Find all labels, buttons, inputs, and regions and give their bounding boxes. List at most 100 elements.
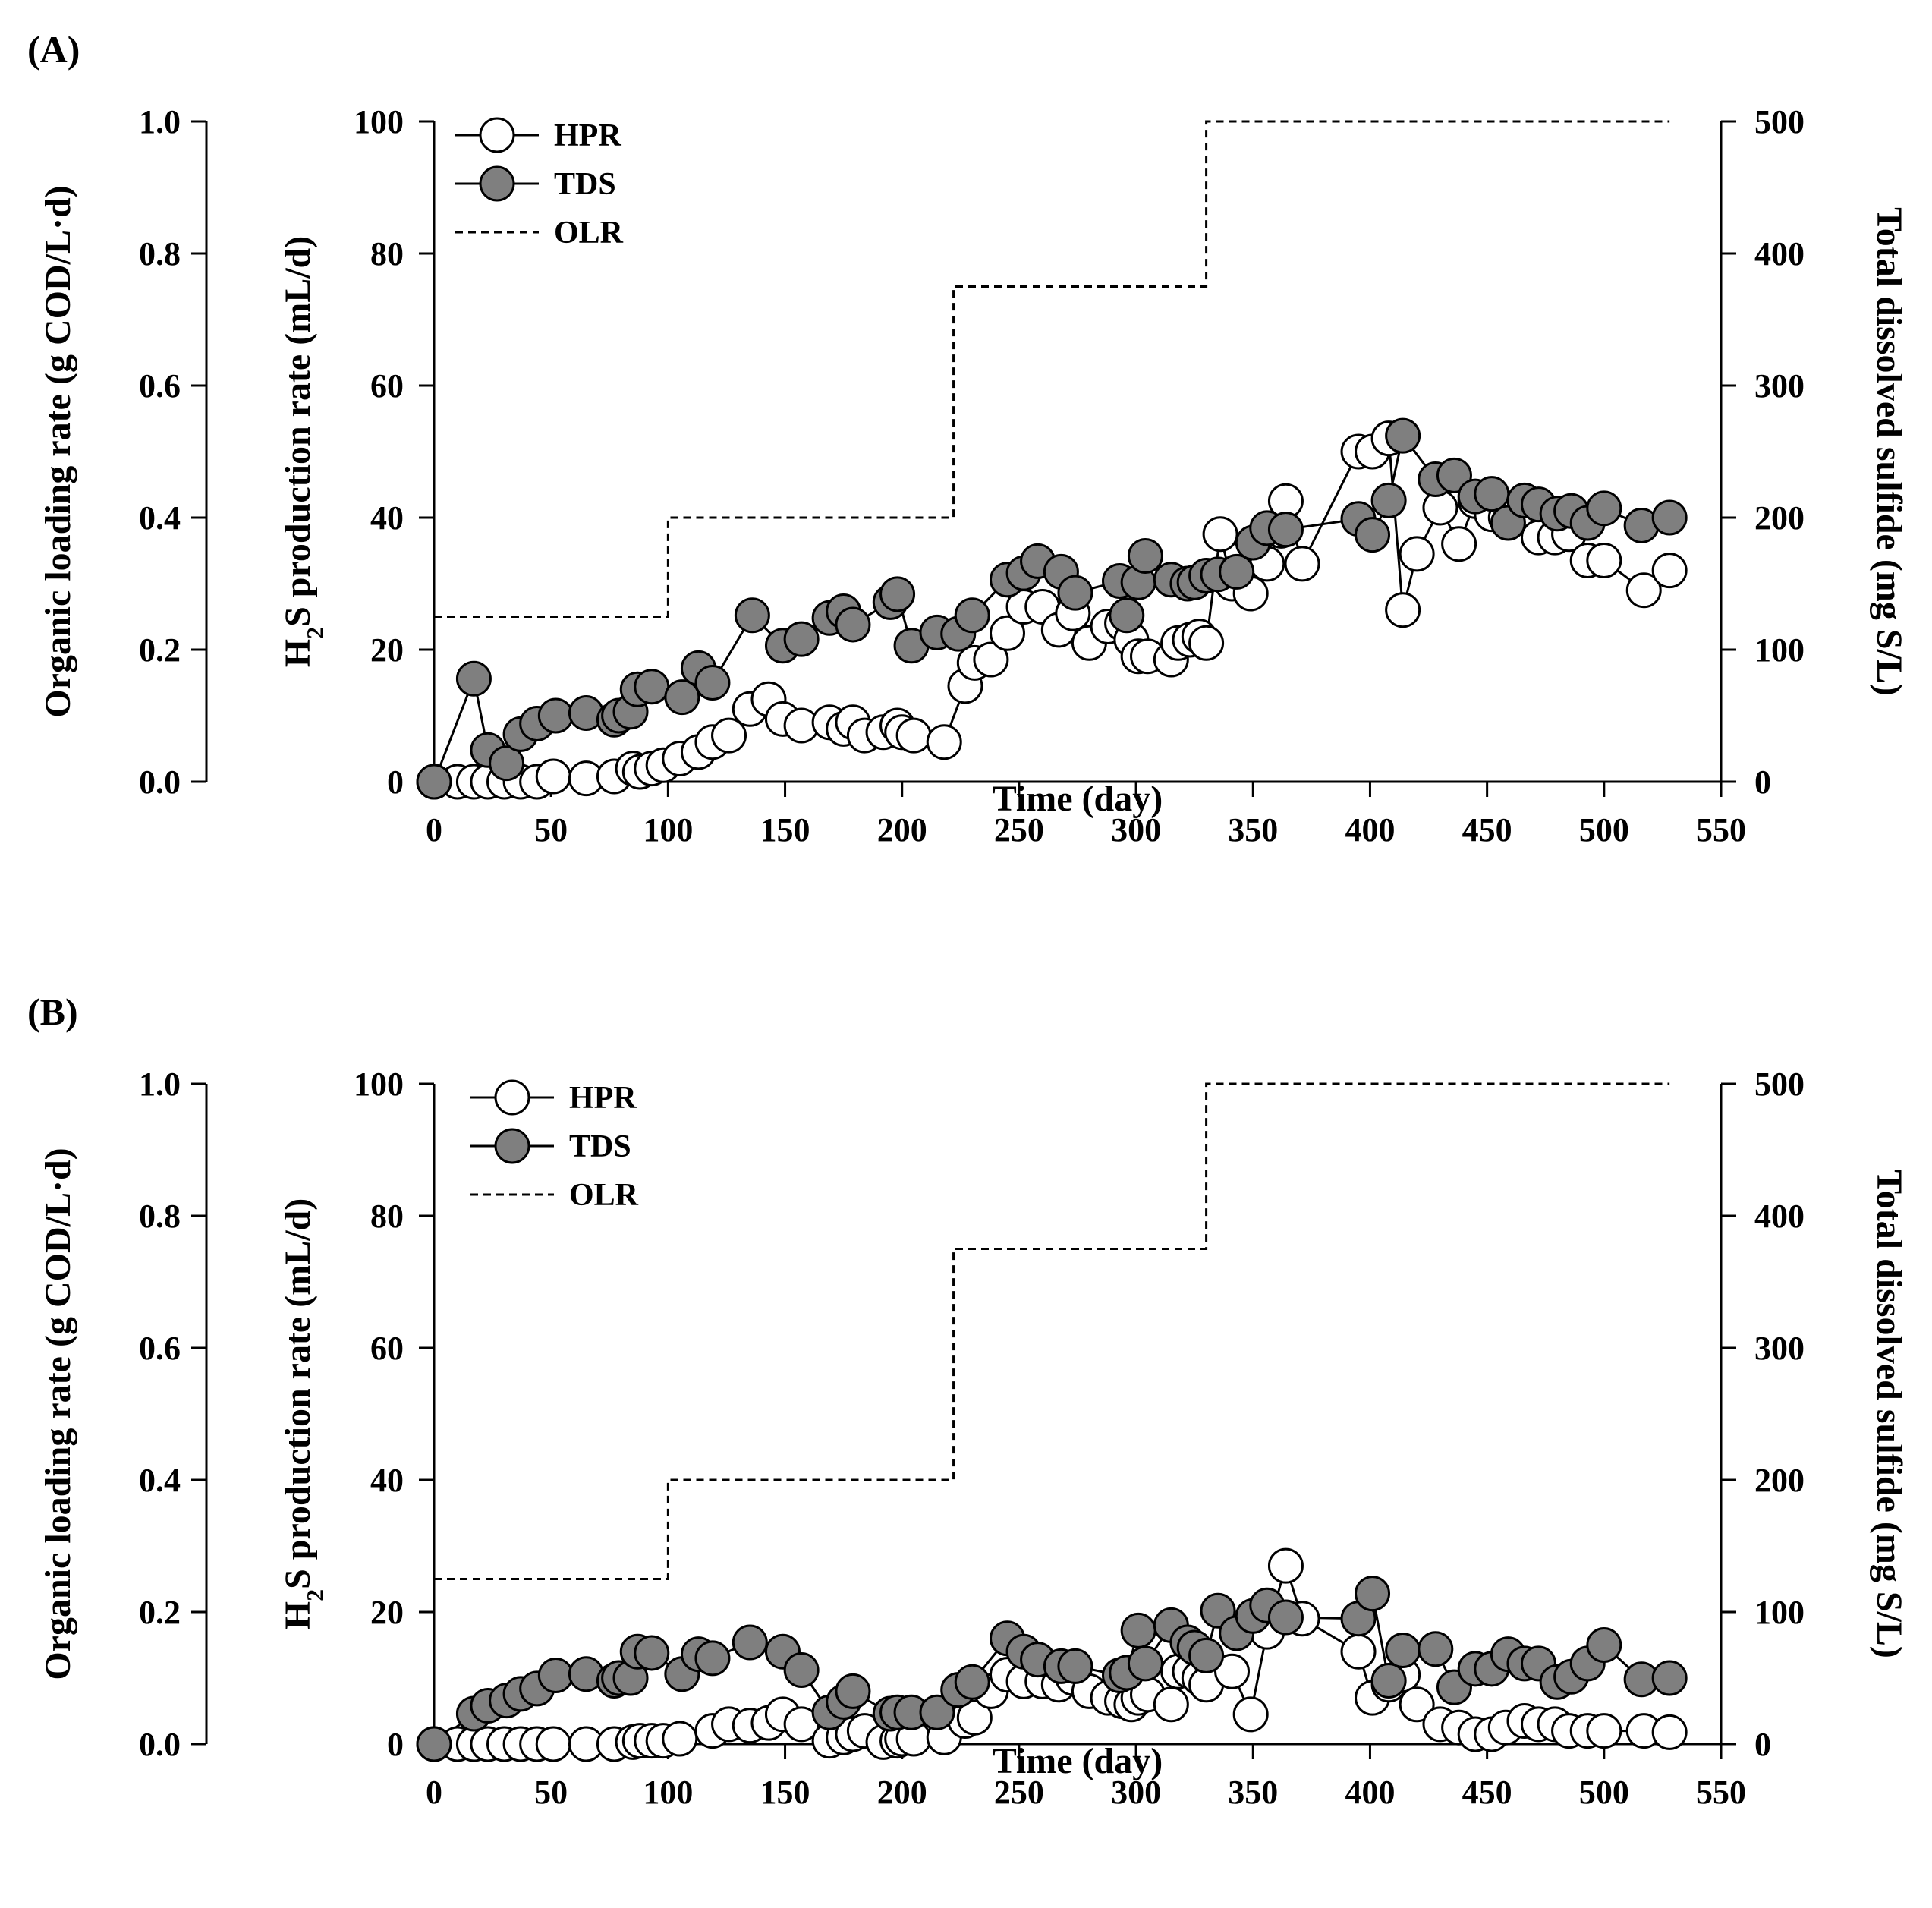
hpr-tick-label: 40 <box>370 1462 404 1499</box>
tds-point <box>1474 476 1510 512</box>
legend-hpr-marker <box>479 117 515 153</box>
x-tick-label: 200 <box>877 1774 927 1811</box>
x-tick-label: 200 <box>877 811 927 849</box>
x-tick-label: 350 <box>1228 1774 1278 1811</box>
tds-point <box>783 1652 820 1689</box>
hpr-point <box>1586 543 1622 579</box>
legend-hpr-label: HPR <box>569 1081 637 1116</box>
x-tick-label: 550 <box>1696 811 1746 849</box>
tds-point <box>1385 1632 1421 1668</box>
tds-tick-label: 400 <box>1754 235 1805 272</box>
hpr-tick-label: 20 <box>370 631 404 669</box>
x-axis-title: Time (day) <box>993 779 1163 819</box>
x-tick-label: 100 <box>643 1774 693 1811</box>
tds-point <box>732 1624 768 1661</box>
x-tick-label: 300 <box>1111 811 1161 849</box>
tds-point <box>1219 553 1255 590</box>
hpr-tick-label: 0 <box>387 1726 404 1763</box>
hpr-point <box>956 1699 993 1736</box>
x-tick-label: 100 <box>643 811 693 849</box>
tds-point <box>1586 490 1622 527</box>
tds-point <box>455 660 492 697</box>
x-tick-label: 300 <box>1111 1774 1161 1811</box>
x-tick-label: 50 <box>534 811 568 849</box>
legend-olr-label: OLR <box>554 216 624 250</box>
olr-tick-label: 1.0 <box>139 1066 181 1103</box>
hpr-point <box>1399 1686 1435 1723</box>
tds-point <box>1057 575 1093 611</box>
tds-point <box>1057 1648 1093 1684</box>
tds-tick-label: 200 <box>1754 499 1805 537</box>
tds-point <box>634 669 670 705</box>
hpr-tick-label: 80 <box>370 235 404 272</box>
tds-point <box>1651 1660 1688 1696</box>
x-tick-label: 450 <box>1462 1774 1512 1811</box>
tds-point <box>537 697 574 734</box>
olr-tick-label: 1.0 <box>139 103 181 140</box>
legend-tds-label: TDS <box>554 167 616 202</box>
legend-olr-label: OLR <box>569 1178 639 1213</box>
hpr-point <box>1232 1696 1269 1733</box>
olr-tick-label: 0.8 <box>139 1198 181 1235</box>
hpr-point <box>895 717 932 754</box>
panel-label: (B) <box>27 990 78 1033</box>
tds-point <box>1436 457 1472 493</box>
tds-point <box>1188 1637 1225 1673</box>
olr-tick-label: 0.6 <box>139 367 181 405</box>
x-tick-label: 350 <box>1228 811 1278 849</box>
olr-tick-label: 0.0 <box>139 764 181 801</box>
tds-point <box>835 606 871 643</box>
tds-point <box>1355 1576 1391 1612</box>
hpr-point <box>535 758 571 795</box>
tds-point <box>1120 1612 1156 1648</box>
panel-b: (B)0 50 100 150 200 250 300 350 400 450 500 550Time… <box>27 990 1909 1811</box>
tds-tick-label: 500 <box>1754 103 1805 140</box>
hpr-point <box>1284 546 1320 582</box>
olr-tick-label: 0.2 <box>139 631 181 669</box>
hpr-point <box>1399 536 1435 572</box>
olr-tick-label: 0.4 <box>139 1462 181 1499</box>
x-tick-label: 150 <box>760 1774 810 1811</box>
x-tick-label: 550 <box>1696 1774 1746 1811</box>
hpr-point <box>662 1721 698 1757</box>
olr-series-line <box>434 1082 1670 1580</box>
tds-point <box>1267 1599 1304 1636</box>
olr-axis-title: Organic loading rate (g COD/L·d) <box>38 1148 78 1680</box>
x-tick-label: 500 <box>1579 811 1629 849</box>
tds-point <box>1370 1662 1407 1699</box>
tds-tick-label: 200 <box>1754 1462 1805 1499</box>
legend-tds-marker <box>494 1128 530 1164</box>
tds-axis-title: Total dissolved sulfide (mg S/L) <box>1869 1170 1909 1658</box>
hpr-point <box>1586 1713 1622 1749</box>
hpr-tick-label: 40 <box>370 499 404 537</box>
panel-a: (A)0 50 100 150 200 250 300 350 400 450 500 550Time… <box>27 28 1909 849</box>
hpr-tick-label: 20 <box>370 1594 404 1631</box>
legend-hpr-label: HPR <box>554 118 621 153</box>
x-tick-label: 150 <box>760 811 810 849</box>
tds-tick-label: 100 <box>1754 1594 1805 1631</box>
tds-point <box>734 597 770 634</box>
hpr-point <box>1188 625 1225 661</box>
hpr-point <box>1625 572 1662 609</box>
hpr-title-subscript: 2 <box>301 627 329 639</box>
tds-point <box>694 665 731 701</box>
legend-hpr-marker <box>494 1079 530 1116</box>
legend-tds-label: TDS <box>569 1129 631 1164</box>
tds-tick-label: 100 <box>1754 631 1805 669</box>
hpr-title-part: H <box>278 1601 318 1629</box>
hpr-point <box>973 641 1009 678</box>
hpr-point <box>535 1726 571 1762</box>
tds-point <box>835 1673 871 1709</box>
hpr-title-subscript: 2 <box>301 1589 329 1601</box>
panel-label: (A) <box>27 28 80 71</box>
x-tick-label: 0 <box>426 811 442 849</box>
hpr-axis-title: H2S production rate (mL/d) <box>278 236 329 667</box>
hpr-tick-label: 60 <box>370 1330 404 1367</box>
x-axis-title: Time (day) <box>993 1741 1163 1781</box>
olr-series-line <box>434 120 1670 618</box>
hpr-title-part: S production rate (mL/d) <box>278 236 318 627</box>
tds-point <box>1370 482 1407 518</box>
x-tick-label: 450 <box>1462 811 1512 849</box>
x-tick-label: 400 <box>1345 811 1395 849</box>
